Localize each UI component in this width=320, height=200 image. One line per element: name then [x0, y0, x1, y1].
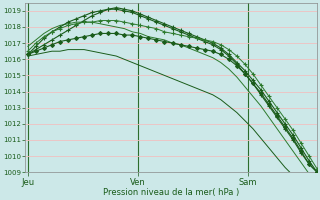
X-axis label: Pression niveau de la mer( hPa ): Pression niveau de la mer( hPa )	[103, 188, 239, 197]
